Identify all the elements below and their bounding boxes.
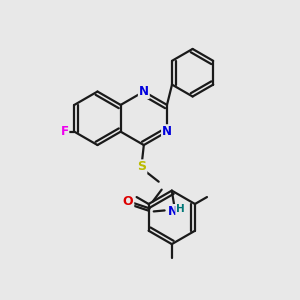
Text: N: N xyxy=(139,85,149,98)
Text: S: S xyxy=(137,160,146,173)
Text: H: H xyxy=(176,204,185,214)
Text: F: F xyxy=(60,125,68,138)
Text: O: O xyxy=(123,195,133,208)
Text: N: N xyxy=(168,205,178,218)
Text: N: N xyxy=(162,125,172,138)
